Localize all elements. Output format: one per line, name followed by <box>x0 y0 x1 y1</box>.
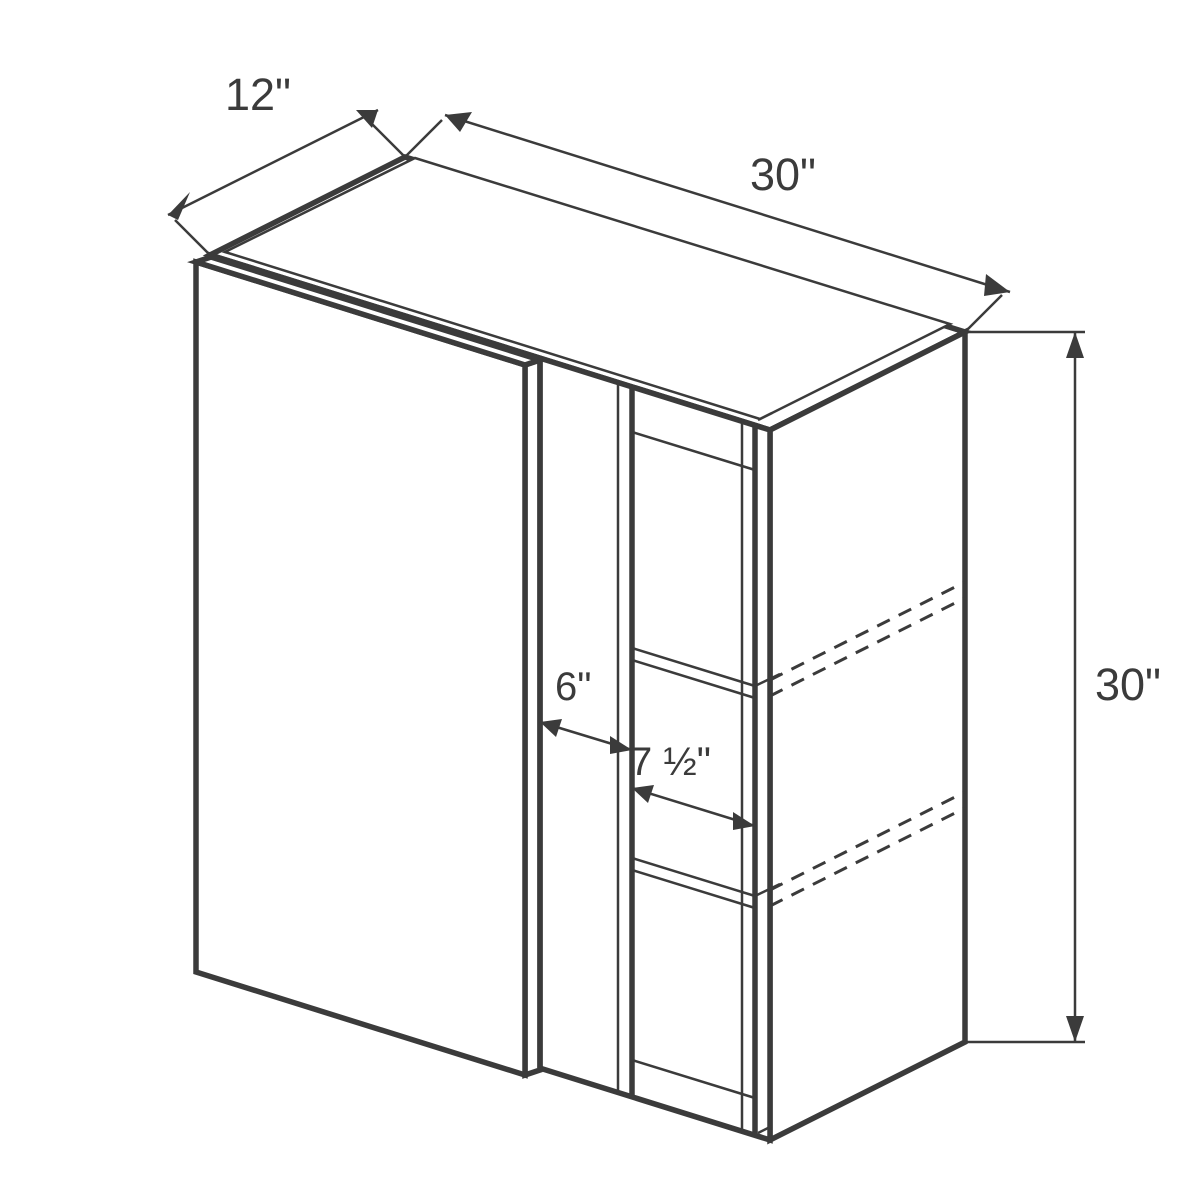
dim-height-label: 30" <box>1095 659 1161 710</box>
dim-stile-label: 6" <box>555 665 591 709</box>
cabinet-right-side <box>770 332 965 1140</box>
dim-height: 30" <box>965 332 1161 1042</box>
dim-depth-label: 12" <box>225 69 291 120</box>
door-front <box>196 262 525 1075</box>
dim-width-label: 30" <box>750 149 816 200</box>
cabinet-isometric-diagram: 12" 30" 30" 6" 7 ½" <box>0 0 1200 1200</box>
dim-opening-label: 7 ½" <box>630 740 711 784</box>
